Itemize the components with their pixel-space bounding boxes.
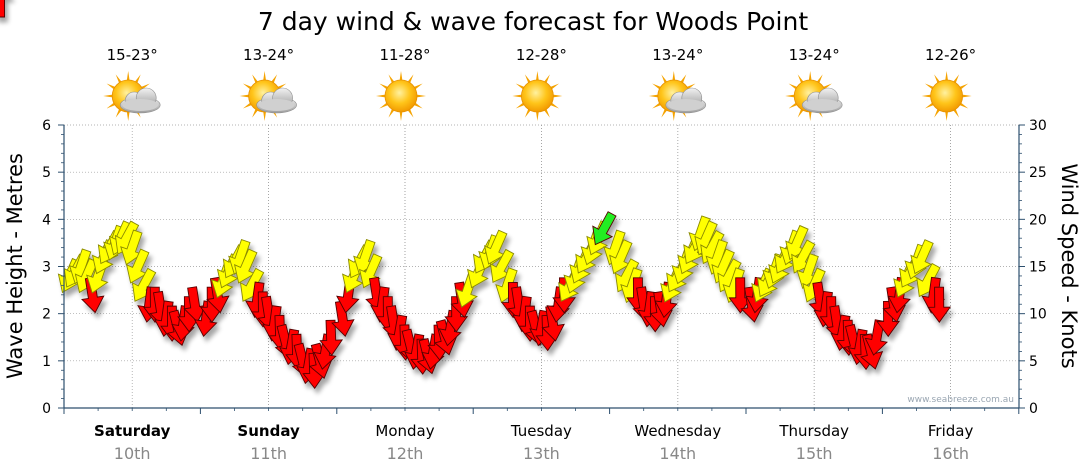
day-date-label: 13th bbox=[523, 444, 560, 463]
wind-arrow bbox=[319, 319, 344, 357]
day-temperature: 13-24° bbox=[789, 46, 840, 64]
day-name-label: Thursday bbox=[778, 422, 849, 440]
wind-arrow bbox=[910, 239, 934, 275]
y-left-tick-label: 4 bbox=[42, 212, 51, 228]
y-axis-label-left: Wave Height - Metres bbox=[3, 153, 27, 379]
day-temperature: 11-28° bbox=[379, 46, 430, 64]
y-right-tick-label: 20 bbox=[1029, 212, 1047, 228]
y-left-tick-label: 0 bbox=[42, 401, 51, 417]
sunny-icon bbox=[921, 71, 972, 121]
day-date-label: 10th bbox=[114, 444, 151, 463]
sunny-icon bbox=[376, 71, 426, 121]
y-left-tick-label: 5 bbox=[42, 165, 51, 181]
day-temperature: 13-24° bbox=[243, 46, 294, 64]
wind-arrow bbox=[927, 286, 952, 323]
day-name-label: Friday bbox=[928, 422, 974, 440]
day-date-label: 16th bbox=[932, 444, 969, 463]
wind-arrow bbox=[592, 211, 617, 246]
wind-arrow bbox=[876, 300, 901, 338]
day-name-label: Saturday bbox=[94, 422, 171, 440]
partly-cloudy-icon bbox=[648, 71, 707, 121]
day-temperature: 12-28° bbox=[516, 46, 567, 64]
y-right-tick-label: 15 bbox=[1029, 260, 1047, 276]
partly-cloudy-icon bbox=[785, 71, 843, 121]
y-left-tick-label: 1 bbox=[42, 354, 51, 370]
y-axis-label-right: Wind Speed - Knots bbox=[1057, 163, 1080, 368]
y-right-tick-label: 10 bbox=[1029, 307, 1047, 323]
day-date-label: 15th bbox=[796, 444, 833, 463]
chart-title: 7 day wind & wave forecast for Woods Poi… bbox=[258, 7, 808, 36]
day-name-label: Wednesday bbox=[634, 422, 721, 440]
wind-arrow bbox=[444, 296, 469, 333]
y-left-tick-label: 3 bbox=[42, 260, 51, 276]
partly-cloudy-icon bbox=[103, 71, 161, 121]
day-name-label: Monday bbox=[375, 422, 434, 440]
y-right-tick-label: 5 bbox=[1029, 354, 1038, 370]
day-date-label: 14th bbox=[659, 444, 696, 463]
watermark: www.seabreeze.com.au bbox=[907, 395, 1014, 405]
partly-cloudy-icon bbox=[239, 71, 297, 121]
y-right-tick-label: 25 bbox=[1029, 165, 1047, 181]
y-left-tick-label: 2 bbox=[42, 307, 51, 323]
day-date-label: 11th bbox=[250, 444, 287, 463]
day-name-label: Sunday bbox=[237, 422, 300, 440]
day-temperature: 13-24° bbox=[652, 46, 703, 64]
sunny-icon bbox=[512, 71, 563, 121]
day-temperature: 12-26° bbox=[925, 46, 976, 64]
day-temperature: 15-23° bbox=[107, 46, 158, 64]
day-date-label: 12th bbox=[387, 444, 424, 463]
y-right-tick-label: 0 bbox=[1029, 401, 1038, 417]
y-right-tick-label: 30 bbox=[1029, 118, 1047, 134]
wind-arrow bbox=[0, 0, 5, 18]
day-name-label: Tuesday bbox=[510, 422, 572, 440]
y-left-tick-label: 6 bbox=[42, 118, 51, 134]
wind-arrow bbox=[864, 319, 888, 356]
